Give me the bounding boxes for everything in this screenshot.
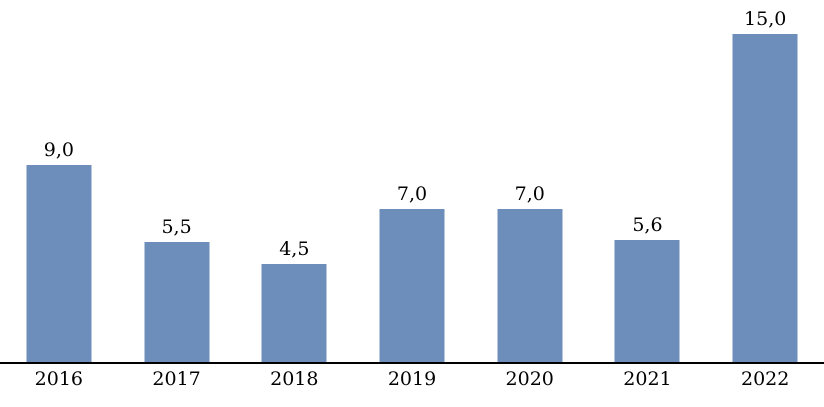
bar-slot: 5,5 [118, 0, 236, 362]
x-axis-label: 2022 [740, 368, 790, 390]
bar-slot: 4,5 [235, 0, 353, 362]
x-axis-label: 2017 [152, 368, 201, 390]
bar [614, 240, 680, 362]
x-axis-label: 2019 [387, 368, 437, 390]
bar [379, 209, 445, 362]
x-axis-label: 2016 [34, 368, 84, 390]
bar-slot: 15,0 [706, 0, 824, 362]
x-axis-labels: 2016 2017 2018 2019 2020 2021 2022 [0, 368, 824, 390]
bar-value-label: 15,0 [744, 8, 787, 30]
bar [144, 242, 210, 362]
bar-slot: 7,0 [471, 0, 589, 362]
bar [261, 264, 327, 362]
bar [26, 165, 92, 362]
bar [732, 34, 798, 362]
x-axis-line [0, 362, 824, 364]
bar-value-label: 7,0 [396, 183, 428, 205]
bar-slot: 5,6 [589, 0, 707, 362]
bar-value-label: 7,0 [514, 183, 545, 205]
bar-slot: 9,0 [0, 0, 118, 362]
x-axis-label: 2021 [623, 368, 672, 390]
x-axis-label: 2020 [505, 368, 554, 390]
bar-value-label: 9,0 [43, 139, 74, 161]
bar-value-label: 4,5 [279, 238, 310, 260]
plot-area: 9,0 5,5 4,5 7,0 7,0 5,6 15,0 [0, 0, 824, 362]
bar-slot: 7,0 [353, 0, 471, 362]
x-axis-label: 2018 [270, 368, 319, 390]
bar-value-label: 5,6 [632, 214, 663, 236]
bar-value-label: 5,5 [161, 216, 192, 238]
bar [497, 209, 563, 362]
bar-slots: 9,0 5,5 4,5 7,0 7,0 5,6 15,0 [0, 0, 824, 362]
